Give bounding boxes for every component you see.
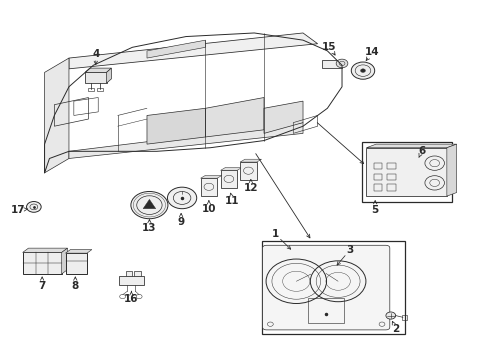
Polygon shape xyxy=(147,40,205,58)
Circle shape xyxy=(26,202,41,212)
Polygon shape xyxy=(220,167,242,170)
Bar xyxy=(373,174,382,180)
Bar xyxy=(366,148,446,196)
Text: 6: 6 xyxy=(418,146,425,156)
Polygon shape xyxy=(22,248,67,252)
Polygon shape xyxy=(240,159,261,162)
Text: 17: 17 xyxy=(11,205,25,215)
FancyBboxPatch shape xyxy=(262,245,389,330)
Bar xyxy=(373,163,382,169)
Bar xyxy=(65,253,87,274)
Bar xyxy=(386,184,395,191)
Polygon shape xyxy=(69,123,303,158)
Polygon shape xyxy=(147,108,205,144)
Text: 2: 2 xyxy=(392,324,399,334)
Polygon shape xyxy=(366,144,456,148)
Bar xyxy=(373,184,382,191)
Text: 9: 9 xyxy=(177,217,184,227)
Polygon shape xyxy=(65,249,92,253)
Polygon shape xyxy=(264,101,303,134)
Polygon shape xyxy=(85,72,106,83)
Polygon shape xyxy=(119,276,143,285)
Bar xyxy=(307,298,344,323)
Circle shape xyxy=(167,187,196,209)
Polygon shape xyxy=(143,199,156,209)
Text: 16: 16 xyxy=(124,293,138,303)
Text: 3: 3 xyxy=(346,245,353,255)
Circle shape xyxy=(360,69,365,72)
Circle shape xyxy=(350,62,374,79)
Bar xyxy=(22,252,61,274)
Bar xyxy=(321,60,341,68)
Bar xyxy=(361,142,451,202)
Text: 8: 8 xyxy=(72,280,79,291)
Circle shape xyxy=(385,312,395,319)
Bar xyxy=(261,241,405,334)
Circle shape xyxy=(335,59,347,68)
Bar xyxy=(240,162,256,180)
Text: 7: 7 xyxy=(39,280,46,291)
Polygon shape xyxy=(134,271,141,276)
Text: 13: 13 xyxy=(142,223,156,233)
Text: 10: 10 xyxy=(201,203,216,213)
Text: 1: 1 xyxy=(271,229,278,239)
Bar xyxy=(97,88,102,91)
Polygon shape xyxy=(69,33,317,69)
Text: 4: 4 xyxy=(92,49,99,59)
Polygon shape xyxy=(200,175,222,178)
Polygon shape xyxy=(61,248,67,274)
Text: 15: 15 xyxy=(322,42,336,52)
Bar xyxy=(386,174,395,180)
Polygon shape xyxy=(106,68,111,83)
Bar xyxy=(386,163,395,169)
Bar xyxy=(401,315,407,320)
Bar xyxy=(220,170,237,188)
Polygon shape xyxy=(44,58,69,173)
Circle shape xyxy=(131,192,167,219)
Polygon shape xyxy=(85,68,111,72)
Text: 14: 14 xyxy=(364,48,379,57)
Text: 11: 11 xyxy=(224,195,239,206)
Polygon shape xyxy=(446,144,456,196)
Text: 12: 12 xyxy=(243,183,258,193)
Text: 5: 5 xyxy=(371,204,378,215)
Bar xyxy=(88,88,94,91)
Bar xyxy=(200,178,217,196)
Polygon shape xyxy=(125,271,132,276)
Polygon shape xyxy=(205,98,264,137)
